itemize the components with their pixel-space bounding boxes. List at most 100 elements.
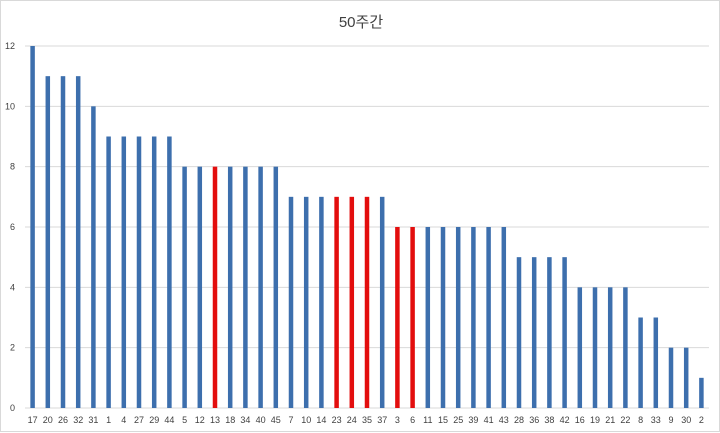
- x-tick-label: 24: [347, 415, 357, 425]
- x-tick-label: 11: [423, 415, 432, 425]
- bar: [151, 136, 157, 408]
- x-tick-label: 27: [134, 415, 144, 425]
- x-tick-label: 33: [651, 415, 661, 425]
- x-tick-label: 37: [377, 415, 387, 425]
- x-tick-label: 22: [620, 415, 630, 425]
- bar: [516, 257, 522, 408]
- bar-highlighted: [334, 196, 339, 408]
- bar: [455, 227, 461, 408]
- x-tick-label: 28: [514, 415, 524, 425]
- bar: [577, 287, 583, 408]
- x-tick-label: 6: [410, 415, 415, 425]
- x-tick-label: 1: [106, 415, 111, 425]
- bar: [486, 227, 491, 408]
- x-tick-label: 9: [668, 415, 673, 425]
- bar-highlighted: [212, 166, 218, 408]
- bar: [167, 136, 172, 408]
- x-tick-label: 31: [88, 415, 98, 425]
- bar: [60, 76, 66, 409]
- bar: [273, 166, 279, 408]
- bar: [303, 196, 309, 408]
- x-tick-label: 13: [210, 415, 220, 425]
- bar: [440, 227, 446, 408]
- bar: [258, 166, 263, 408]
- x-tick-label: 35: [362, 415, 372, 425]
- bar-highlighted: [395, 227, 400, 408]
- bar-highlighted: [410, 227, 415, 408]
- y-tick-label: 10: [5, 101, 15, 111]
- x-tick-label: 5: [182, 415, 187, 425]
- x-tick-label: 42: [560, 415, 570, 425]
- y-tick-label: 12: [5, 41, 15, 51]
- bar: [288, 196, 294, 408]
- bar: [243, 166, 248, 408]
- x-tick-label: 17: [28, 415, 38, 425]
- bar: [699, 377, 704, 408]
- bar: [547, 257, 552, 408]
- chart-title: 50주간: [338, 14, 384, 31]
- x-tick-label: 34: [240, 415, 250, 425]
- x-tick-label: 4: [121, 415, 126, 425]
- x-tick-label: 38: [544, 415, 554, 425]
- bar: [623, 287, 628, 408]
- x-tick-label: 14: [316, 415, 326, 425]
- bar: [531, 257, 537, 408]
- bar: [45, 76, 51, 409]
- bar: [106, 136, 111, 408]
- bar: [668, 347, 674, 408]
- x-tick-label: 10: [301, 415, 311, 425]
- x-tick-label: 2: [699, 415, 704, 425]
- bar: [319, 196, 324, 408]
- bar: [501, 227, 507, 408]
- bar: [562, 257, 567, 408]
- x-tick-label: 44: [164, 415, 174, 425]
- bar: [121, 136, 127, 408]
- x-tick-label: 29: [149, 415, 159, 425]
- y-tick-label: 4: [10, 282, 15, 292]
- x-tick-label: 39: [468, 415, 478, 425]
- bar: [197, 166, 203, 408]
- x-tick-label: 7: [288, 415, 293, 425]
- x-tick-label: 12: [195, 415, 205, 425]
- x-tick-label: 18: [225, 415, 235, 425]
- x-tick-label: 20: [43, 415, 53, 425]
- bar: [653, 317, 659, 408]
- y-tick-label: 2: [10, 343, 15, 353]
- bar: [607, 287, 613, 408]
- bar: [425, 227, 431, 408]
- x-tick-label: 15: [438, 415, 448, 425]
- bar: [75, 76, 81, 409]
- y-tick-label: 8: [10, 162, 15, 172]
- x-tick-label: 43: [499, 415, 509, 425]
- y-tick-label: 6: [10, 222, 15, 232]
- x-tick-label: 40: [256, 415, 266, 425]
- bar: [136, 136, 142, 408]
- bar-highlighted: [349, 196, 355, 408]
- x-tick-label: 8: [638, 415, 643, 425]
- x-tick-label: 30: [681, 415, 691, 425]
- x-tick-label: 21: [605, 415, 615, 425]
- bar: [227, 166, 233, 408]
- x-tick-label: 32: [73, 415, 83, 425]
- bar: [638, 317, 643, 408]
- x-tick-label: 23: [332, 415, 342, 425]
- bar: [182, 166, 187, 408]
- bar: [379, 196, 385, 408]
- x-tick-label: 16: [575, 415, 585, 425]
- x-tick-label: 26: [58, 415, 68, 425]
- x-tick-label: 19: [590, 415, 600, 425]
- x-tick-label: 36: [529, 415, 539, 425]
- bar: [471, 227, 476, 408]
- bar: [592, 287, 598, 408]
- y-tick-label: 0: [10, 403, 15, 413]
- x-tick-label: 41: [484, 415, 494, 425]
- bar-highlighted: [364, 196, 370, 408]
- x-tick-label: 45: [271, 415, 281, 425]
- bar: [91, 106, 96, 408]
- x-tick-label: 25: [453, 415, 463, 425]
- x-tick-label: 3: [395, 415, 400, 425]
- bar: [683, 347, 689, 408]
- bar: [30, 46, 35, 408]
